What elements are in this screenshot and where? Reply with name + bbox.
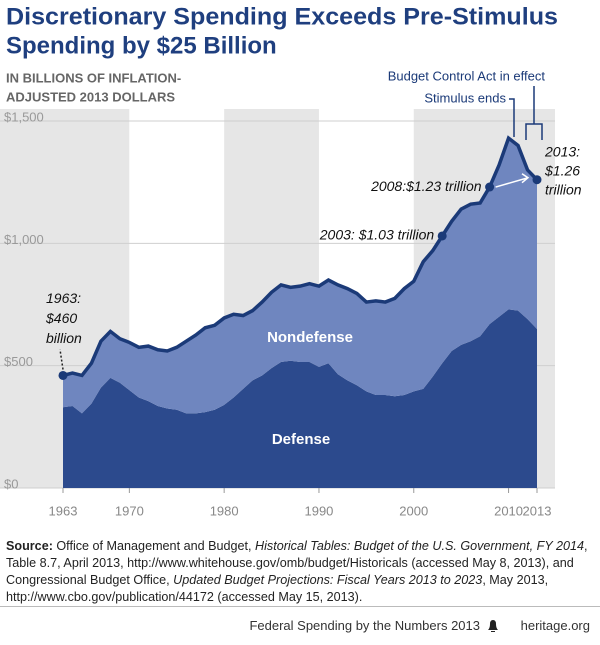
annotation-dot <box>485 182 495 192</box>
annotation: $1.26 <box>544 162 580 178</box>
x-tick-label: 1980 <box>210 503 239 518</box>
chart-title: Spending by $25 Billion <box>6 32 277 59</box>
annotation-dot <box>437 231 447 241</box>
source: Source: Office of Management and Budget,… <box>6 538 594 606</box>
source-text: Updated Budget Projections: Fiscal Years… <box>173 573 483 587</box>
series-label: Defense <box>272 431 330 448</box>
source-text: , Table 8.7, April 2013, http://www.whit… <box>6 539 588 587</box>
chart: Discretionary Spending Exceeds Pre-Stimu… <box>0 3 582 518</box>
annotation: 2013: <box>544 143 580 159</box>
pointer <box>509 98 515 137</box>
x-tick-label: 1990 <box>304 503 333 518</box>
footer-text: Federal Spending by the Numbers 2013 <box>249 618 480 633</box>
source-text: Historical Tables: Budget of the U.S. Go… <box>255 539 585 553</box>
annotation: $460 <box>45 310 77 326</box>
bracket <box>525 86 543 140</box>
x-tick-label: 1963 <box>49 503 78 518</box>
event-label: Stimulus ends <box>424 90 506 105</box>
subtitle: ADJUSTED 2013 DOLLARS <box>6 89 175 104</box>
y-tick-label: $500 <box>4 354 33 369</box>
event-label: Budget Control Act in effect <box>388 68 546 83</box>
annotation-dot <box>532 175 542 185</box>
x-tick-label: 1970 <box>115 503 144 518</box>
bell-icon <box>488 620 498 632</box>
x-tick-label: 2010 <box>494 503 523 518</box>
footer-text: heritage.org <box>520 618 590 633</box>
footer: Federal Spending by the Numbers 2013 her… <box>0 606 600 645</box>
series-label: Nondefense <box>267 329 353 346</box>
source-text: Office of Management and Budget, <box>56 539 255 553</box>
y-tick-label: $1,500 <box>4 109 44 124</box>
annotation: 2008:$1.23 trillion <box>370 178 482 194</box>
total-line <box>62 135 539 378</box>
chart-title: Discretionary Spending Exceeds Pre-Stimu… <box>6 3 558 30</box>
source-text: , May 2013, http://www.cbo.gov/publicati… <box>6 573 549 604</box>
annotation: 2003: $1.03 trillion <box>319 227 435 243</box>
x-tick-label: 2013 <box>523 503 552 518</box>
annotation: trillion <box>545 181 582 197</box>
y-tick-label: $1,000 <box>4 232 44 247</box>
annotation: 1963: <box>46 290 81 306</box>
leader <box>59 349 64 370</box>
y-tick-label: $0 <box>4 476 18 491</box>
annotation: billion <box>46 330 82 346</box>
arrow <box>495 173 530 188</box>
subtitle: IN BILLIONS OF INFLATION- <box>6 70 181 85</box>
annotation-dot <box>58 370 68 380</box>
x-tick-label: 2000 <box>399 503 428 518</box>
source-label: Source: <box>6 539 53 553</box>
area <box>63 309 537 488</box>
